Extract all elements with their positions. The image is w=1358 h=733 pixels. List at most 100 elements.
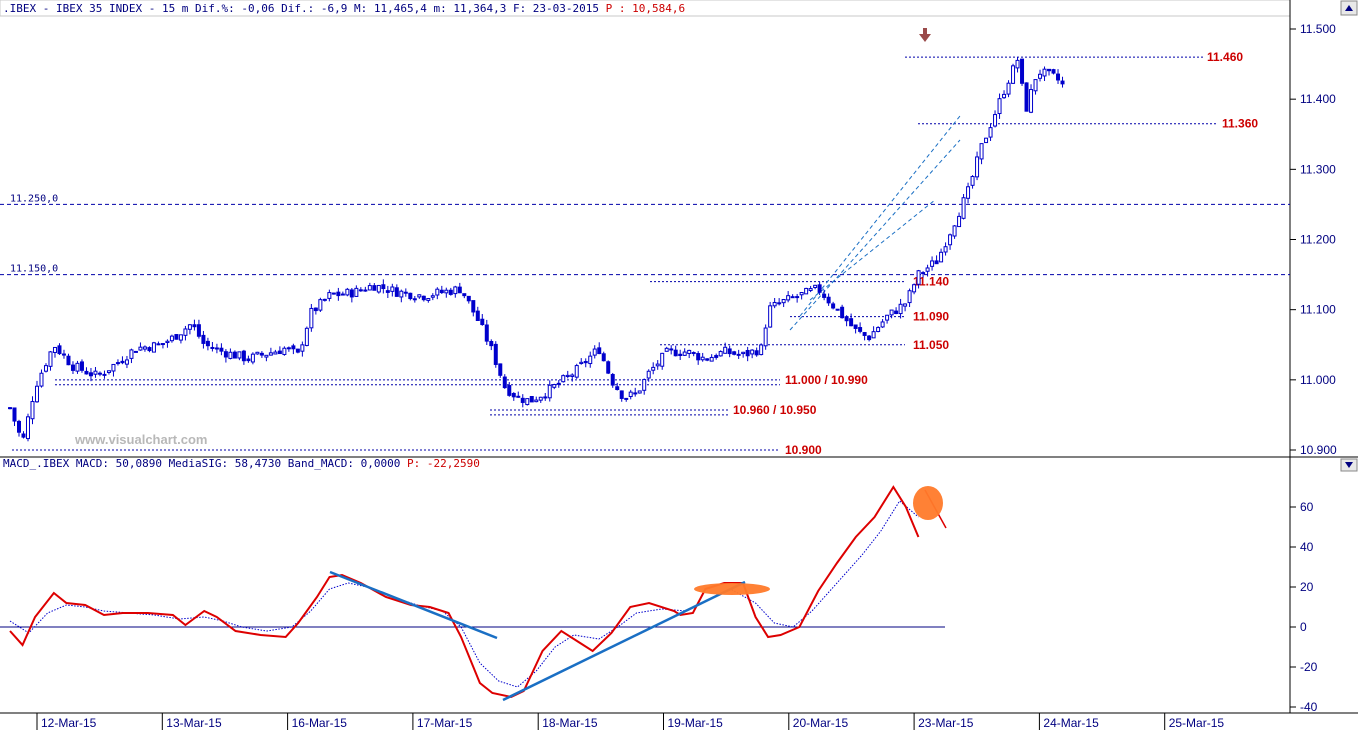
candle-body [763, 327, 768, 347]
candle-body [606, 361, 611, 374]
candle-body [412, 298, 417, 301]
candle-body [507, 385, 512, 396]
candle-body [1060, 80, 1065, 85]
reference-label: 11.150,0 [10, 264, 58, 275]
candle-body [750, 349, 755, 355]
price-tick-label: 11.200 [1300, 233, 1336, 247]
candle-body [840, 306, 845, 319]
candle-body [457, 286, 462, 294]
watermark: www.visualchart.com [74, 432, 207, 447]
candle-body [588, 355, 593, 365]
level-label: 10.960 / 10.950 [733, 403, 817, 417]
candle-body [916, 270, 921, 285]
date-tick-label: 12-Mar-15 [41, 716, 97, 730]
candle-body [498, 363, 503, 376]
candle-body [21, 433, 26, 438]
candle-body [709, 356, 714, 362]
candle-body [552, 384, 557, 388]
candle-body [133, 350, 138, 353]
candle-body [993, 114, 998, 127]
macd-tick-label: 40 [1300, 540, 1314, 554]
candle-body [376, 284, 381, 293]
level-label: 11.000 / 10.990 [785, 373, 868, 387]
candle-body [831, 303, 836, 309]
candle-body [705, 358, 710, 361]
candle-body [286, 347, 291, 350]
candle-body [214, 347, 219, 350]
candle-body [160, 343, 165, 346]
candle-body [984, 137, 989, 144]
candle-body [957, 215, 962, 228]
macd-trendline [329, 570, 498, 640]
candle-body [354, 287, 359, 297]
date-tick-label: 19-Mar-15 [668, 716, 724, 730]
candle-body [16, 420, 21, 433]
candle-body [862, 332, 867, 336]
candle-body [615, 386, 620, 391]
candle-body [1024, 82, 1029, 112]
level-label: 11.090 [913, 310, 949, 324]
candle-body [772, 301, 777, 307]
macd-tick-label: 60 [1300, 500, 1314, 514]
candle-body [196, 324, 201, 337]
candle-body [925, 267, 930, 272]
candle-body [952, 225, 957, 237]
candle-body [718, 351, 723, 357]
candle-body [219, 347, 224, 352]
candle-body [205, 340, 210, 347]
candle-body [502, 376, 507, 389]
candle-body [174, 334, 179, 340]
candle-body [340, 293, 345, 296]
price-tick-label: 11.100 [1300, 303, 1336, 317]
candle-body [781, 299, 786, 304]
candle-body [156, 343, 161, 346]
candle-body [1006, 82, 1011, 95]
candle-body [871, 331, 876, 339]
candle-body [39, 372, 44, 387]
candle-body [138, 346, 143, 351]
candle-body [363, 289, 368, 292]
candle-body [723, 346, 728, 354]
date-tick-label: 17-Mar-15 [417, 716, 473, 730]
candle-body [201, 334, 206, 344]
level-label: 11.050 [913, 338, 949, 352]
candle-body [948, 234, 953, 246]
candle-body [327, 292, 332, 299]
candle-body [52, 346, 57, 353]
candle-body [336, 291, 341, 297]
candle-body [687, 349, 692, 354]
candle-body [561, 375, 566, 383]
scroll-up-arrow-icon[interactable] [1340, 0, 1358, 16]
level-label: 11.360 [1222, 117, 1258, 131]
candle-body [111, 363, 116, 372]
candle-body [966, 186, 971, 199]
candle-body [34, 385, 39, 403]
candle-body [988, 127, 993, 138]
candle-body [210, 346, 215, 349]
candle-body [592, 348, 597, 356]
level-label: 11.140 [913, 275, 949, 289]
macd-trendline [502, 580, 746, 702]
candle-body [943, 246, 948, 253]
candle-body [894, 310, 899, 315]
candle-body [570, 374, 575, 377]
candle-body [754, 350, 759, 356]
candle-body [610, 374, 615, 386]
candle-body [525, 398, 530, 406]
macd-tick-label: 0 [1300, 620, 1307, 634]
candle-body [178, 334, 183, 341]
candle-body [934, 260, 939, 265]
candle-body [318, 299, 323, 311]
stats-label: Dif.%: -0,06 Dif.: -6,9 M: 11,465,4 m: 1… [188, 2, 605, 15]
candle-body [727, 348, 732, 355]
price-tick-label: 11.300 [1300, 162, 1336, 176]
candle-body [844, 316, 849, 322]
candle-body [93, 370, 98, 375]
candle-body [912, 284, 917, 293]
candle-body [858, 327, 863, 332]
date-tick-label: 16-Mar-15 [292, 716, 348, 730]
candle-body [385, 290, 390, 293]
scroll-down-arrow-icon[interactable] [1340, 458, 1358, 472]
fan-trendline [809, 199, 936, 301]
candle-body [421, 295, 426, 301]
